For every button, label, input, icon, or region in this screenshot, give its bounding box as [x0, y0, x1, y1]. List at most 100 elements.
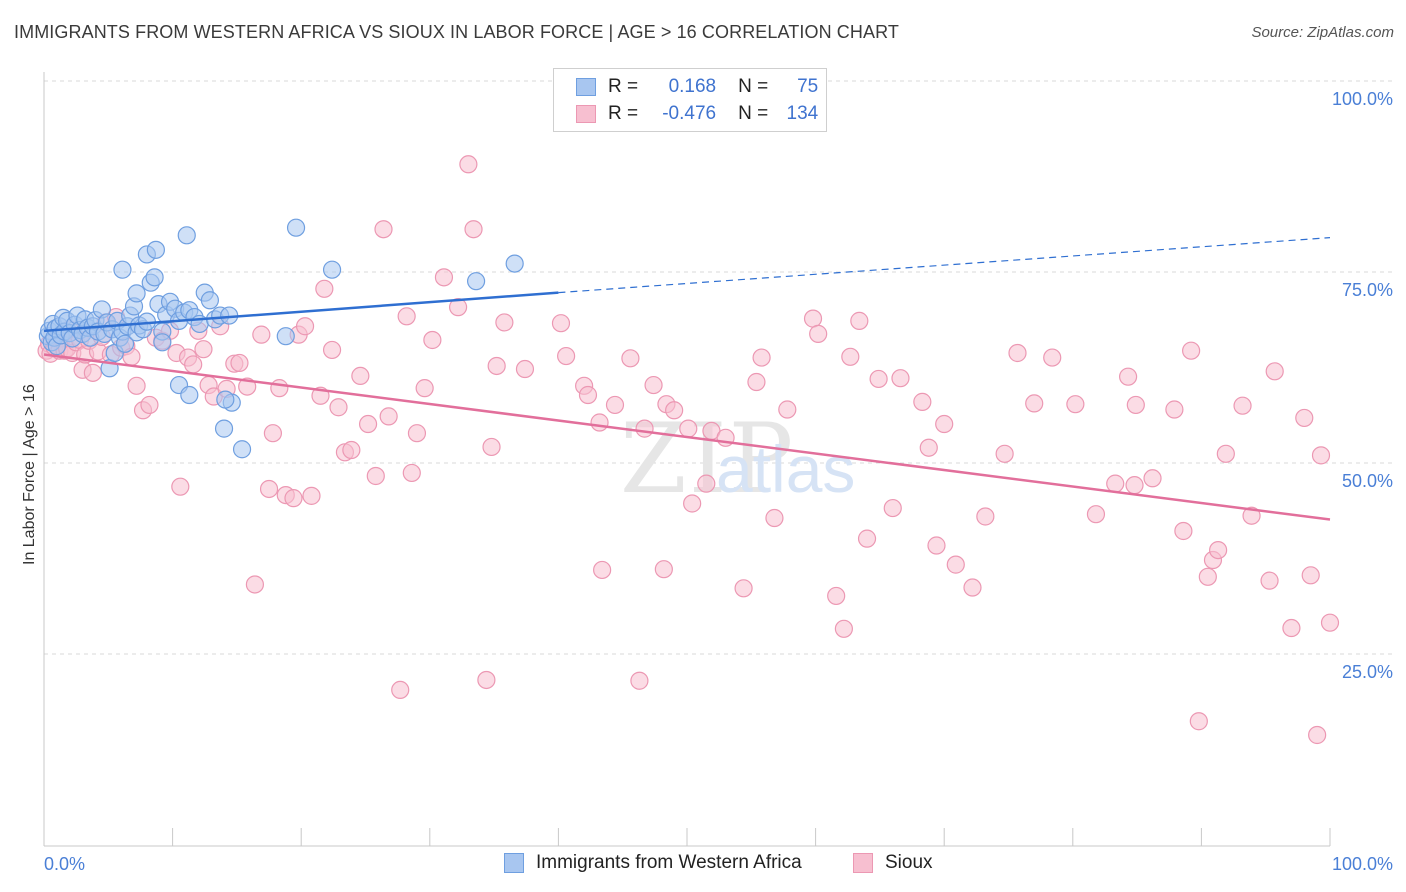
sioux-point	[1143, 469, 1162, 488]
sioux-point	[605, 395, 625, 415]
sioux-point	[590, 413, 609, 432]
sioux-point	[834, 619, 853, 638]
sioux-point	[342, 440, 361, 460]
legend-r-label: R =	[608, 103, 639, 124]
sioux-point	[683, 494, 702, 513]
bottom-legend-western-africa: Immigrants from Western Africa	[504, 852, 802, 874]
sioux-point	[593, 560, 612, 580]
sioux-point	[1198, 567, 1217, 586]
sioux-point	[935, 414, 954, 434]
sioux-point	[302, 486, 321, 505]
sioux-point	[270, 379, 289, 398]
sioux-point	[1086, 505, 1106, 524]
legend-n-label: N =	[738, 76, 769, 97]
watermark: ZIP atlas	[620, 403, 855, 515]
western-africa-trend-line	[43, 291, 559, 333]
x-tick-label-max: 100.0%	[1332, 854, 1393, 874]
sioux-point	[1174, 521, 1193, 541]
sioux-point	[635, 419, 654, 438]
bottom-legend-label: Sioux	[885, 852, 933, 873]
sioux-point	[1308, 725, 1327, 745]
sioux-point	[1233, 396, 1252, 415]
sioux-point	[1182, 341, 1201, 360]
sioux-point	[171, 477, 190, 496]
legend-r-label: R =	[608, 76, 639, 97]
sioux-point	[995, 444, 1014, 463]
western-africa-point	[276, 327, 295, 346]
legend-n-label: N =	[738, 103, 769, 124]
sioux-point	[366, 466, 385, 486]
gridlines	[44, 80, 1392, 655]
sioux-point	[1320, 613, 1340, 632]
sioux-point	[946, 555, 965, 574]
legend-r-value: -0.476	[662, 103, 717, 124]
sioux-point	[551, 314, 571, 333]
western-africa-point	[286, 218, 306, 237]
western-africa-point	[214, 419, 234, 438]
sioux-point	[459, 155, 478, 174]
sioux-point	[83, 363, 102, 382]
sioux-point	[841, 347, 860, 366]
sioux-point	[1295, 408, 1314, 428]
sioux-point	[482, 437, 501, 457]
sioux-point	[778, 400, 797, 419]
sioux-point	[295, 317, 315, 336]
sioux-point	[515, 359, 535, 379]
sioux-point	[245, 575, 265, 594]
sioux-point	[1126, 395, 1145, 415]
western-africa-point	[177, 226, 196, 245]
sioux-point	[1260, 571, 1279, 590]
sioux-point	[1282, 618, 1301, 638]
sioux-point	[1311, 446, 1331, 465]
tick-labels: 25.0% 50.0% 75.0% 100.0% 0.0% 100.0%	[44, 89, 1393, 874]
legend-row-western-africa: R = 0.168 N = 75	[576, 75, 818, 99]
western-africa-point	[146, 240, 165, 259]
sioux-point	[630, 671, 649, 690]
sioux-point	[1118, 367, 1138, 386]
sioux-point	[891, 369, 910, 388]
sioux-point	[374, 220, 393, 239]
x-tick-label-min: 0.0%	[44, 854, 85, 874]
sioux-point	[402, 463, 421, 483]
source-label: Source: ZipAtlas.com	[1251, 24, 1394, 41]
sioux-point	[752, 348, 771, 367]
western-africa-point	[113, 260, 132, 279]
legend-n-value: 134	[786, 103, 819, 124]
sioux-point	[351, 366, 370, 386]
western-africa-point	[115, 334, 135, 353]
sioux-point	[869, 369, 888, 389]
sioux-point	[358, 414, 378, 434]
western-africa-point	[466, 272, 486, 291]
sioux-point	[976, 507, 995, 526]
sioux-point	[827, 586, 846, 606]
western-africa-point	[200, 291, 219, 310]
western-africa-point	[322, 260, 342, 279]
sioux-point	[963, 578, 982, 597]
axes	[43, 72, 1331, 847]
trend-lines	[43, 237, 1331, 521]
sioux-point	[1106, 474, 1125, 493]
sioux-point	[415, 379, 434, 398]
sioux-point	[284, 489, 303, 508]
sioux-point	[654, 560, 673, 579]
legend-row-sioux: R = -0.476 N = 134	[576, 102, 818, 126]
sioux-point	[434, 268, 454, 287]
sioux-point	[329, 398, 348, 417]
western-africa-point	[216, 390, 235, 409]
sioux-point	[315, 279, 334, 298]
sioux-point	[194, 340, 213, 359]
sioux-point	[448, 298, 468, 317]
legend-n-value: 75	[797, 76, 819, 97]
sioux-point	[1189, 712, 1208, 731]
sioux-point	[850, 311, 869, 330]
bottom-legend-sioux: Sioux	[853, 852, 933, 874]
sioux-point	[423, 330, 442, 350]
sioux-point	[477, 670, 496, 690]
sioux-point	[495, 313, 514, 332]
sioux-point	[1008, 343, 1027, 363]
western-africa-point	[127, 284, 146, 303]
sioux-point	[391, 680, 410, 700]
y-tick-label: 100.0%	[1332, 89, 1393, 109]
western-africa-point	[180, 385, 199, 405]
